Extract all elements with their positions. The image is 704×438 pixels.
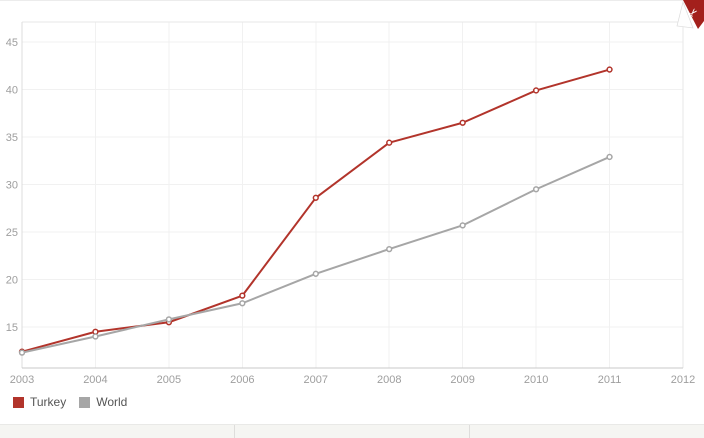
legend-swatch-icon [79, 396, 91, 408]
y-axis-tick-label: 15 [6, 322, 18, 334]
legend-label: Turkey [30, 395, 67, 409]
x-axis-tick-label: 2003 [10, 374, 34, 386]
x-axis-tick-label: 2004 [83, 374, 107, 386]
bottom-bar-divider [469, 425, 470, 438]
data-point-turkey[interactable] [606, 66, 613, 73]
badge-fold [676, 0, 694, 29]
data-point-world[interactable] [386, 245, 393, 253]
x-axis-tick-label: 2006 [230, 374, 254, 386]
chart-legend: Turkey World [13, 395, 127, 409]
data-point-world[interactable] [92, 333, 99, 340]
data-point-world[interactable] [532, 186, 540, 193]
top-hairline [0, 0, 704, 1]
legend-item-turkey[interactable]: Turkey [13, 395, 66, 409]
data-point-turkey[interactable] [239, 292, 246, 299]
data-point-turkey[interactable] [459, 119, 466, 126]
x-axis-tick-label: 2010 [524, 374, 548, 386]
x-axis-tick-label: 2011 [598, 374, 622, 386]
y-axis-tick-label: 45 [6, 37, 18, 49]
data-point-world[interactable] [312, 270, 319, 277]
x-axis-tick-label: 2009 [450, 374, 474, 386]
line-chart-canvas: 15 20 25 30 35 40 45 2003 2004 2005 2006 2007 2008 20… [6, 21, 695, 386]
data-point-world[interactable] [18, 349, 26, 356]
x-axis-tick-label: 2005 [157, 374, 181, 386]
x-axis-tick-label: 2012 [671, 374, 695, 386]
data-point-world[interactable] [606, 153, 613, 161]
clip-corner-badge[interactable]: ✂ [672, 0, 704, 34]
badge-ribbon [683, 0, 704, 29]
data-point-world[interactable] [239, 300, 246, 307]
y-axis-tick-label: 40 [6, 85, 18, 97]
bottom-bar-divider [234, 425, 235, 438]
data-point-world[interactable] [165, 316, 173, 323]
y-axis-tick-label: 35 [6, 132, 18, 144]
x-axis-tick-label: 2007 [304, 374, 328, 386]
legend-swatch-icon [13, 396, 24, 408]
legend-label: World [96, 395, 128, 409]
y-axis-tick-label: 20 [6, 275, 18, 287]
data-point-world[interactable] [459, 222, 466, 229]
data-point-turkey[interactable] [312, 194, 319, 201]
y-axis-tick-label: 30 [6, 180, 18, 192]
x-axis-tick-label: 2008 [377, 374, 401, 386]
data-point-turkey[interactable] [532, 87, 540, 94]
y-axis-tick-label: 25 [6, 227, 18, 239]
bottom-bar [0, 424, 704, 438]
data-point-turkey[interactable] [386, 139, 393, 146]
legend-item-world[interactable]: World [79, 395, 127, 409]
